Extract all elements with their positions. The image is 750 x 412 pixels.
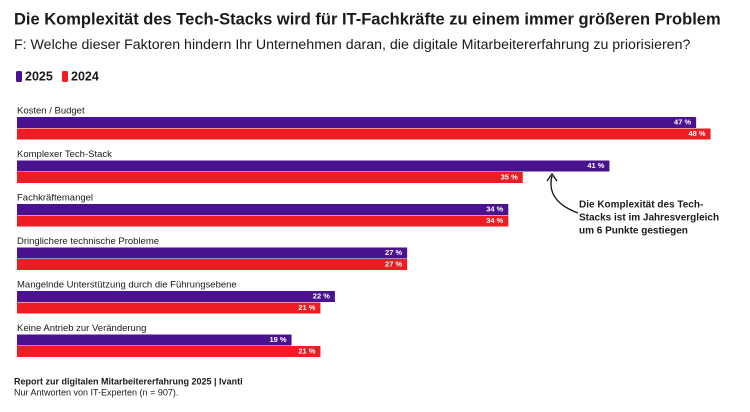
annotation-arrowhead [546,172,558,182]
category-label: Kosten / Budget [17,106,85,117]
bar [17,247,408,259]
bar [17,215,509,227]
category-label: Komplexer Tech-Stack [17,149,112,160]
legend-swatch [16,71,22,82]
value-label: 47 % [674,118,691,127]
chart-title: Die Komplexität des Tech-Stacks wird für… [14,10,721,28]
legend-label: 2024 [71,69,99,83]
annotation: Die Komplexität des Tech- [579,200,703,211]
category-label: Fachkräftemangel [17,193,93,204]
value-label: 27 % [385,260,402,269]
value-label: 27 % [385,248,402,257]
bar [17,117,697,128]
category-label: Keine Antrieb zur Veränderung [17,323,146,334]
value-label: 21 % [298,303,315,312]
bar [17,128,711,140]
bar [17,346,321,357]
value-label: 41 % [587,161,604,170]
annotation-arrow [550,175,579,214]
source: Report zur digitalen Mitarbeitererfahrun… [14,376,243,386]
value-label: 35 % [501,173,518,182]
value-label: 48 % [688,129,705,138]
annotation: Stacks ist im Jahresvergleich [579,213,719,224]
bar [17,204,509,215]
category-label: Mangelnde Unterstützung durch die Führun… [17,280,237,291]
bar [17,160,610,172]
value-label: 22 % [313,292,330,301]
note: Nur Antworten von IT-Experten (n = 907). [14,387,178,397]
bar [17,259,408,270]
bar [17,302,321,314]
bar [17,291,335,302]
legend-label: 2025 [25,69,53,83]
bar [17,172,523,183]
value-label: 19 % [269,335,286,344]
value-label: 21 % [298,347,315,356]
legend-swatch [62,71,68,82]
value-label: 34 % [486,205,503,214]
value-label: 34 % [486,216,503,225]
chart-subtitle: F: Welche dieser Faktoren hindern Ihr Un… [14,37,690,53]
annotation: um 6 Punkte gestiegen [579,226,688,237]
category-label: Dringlichere technische Probleme [17,236,159,247]
bar [17,334,292,346]
